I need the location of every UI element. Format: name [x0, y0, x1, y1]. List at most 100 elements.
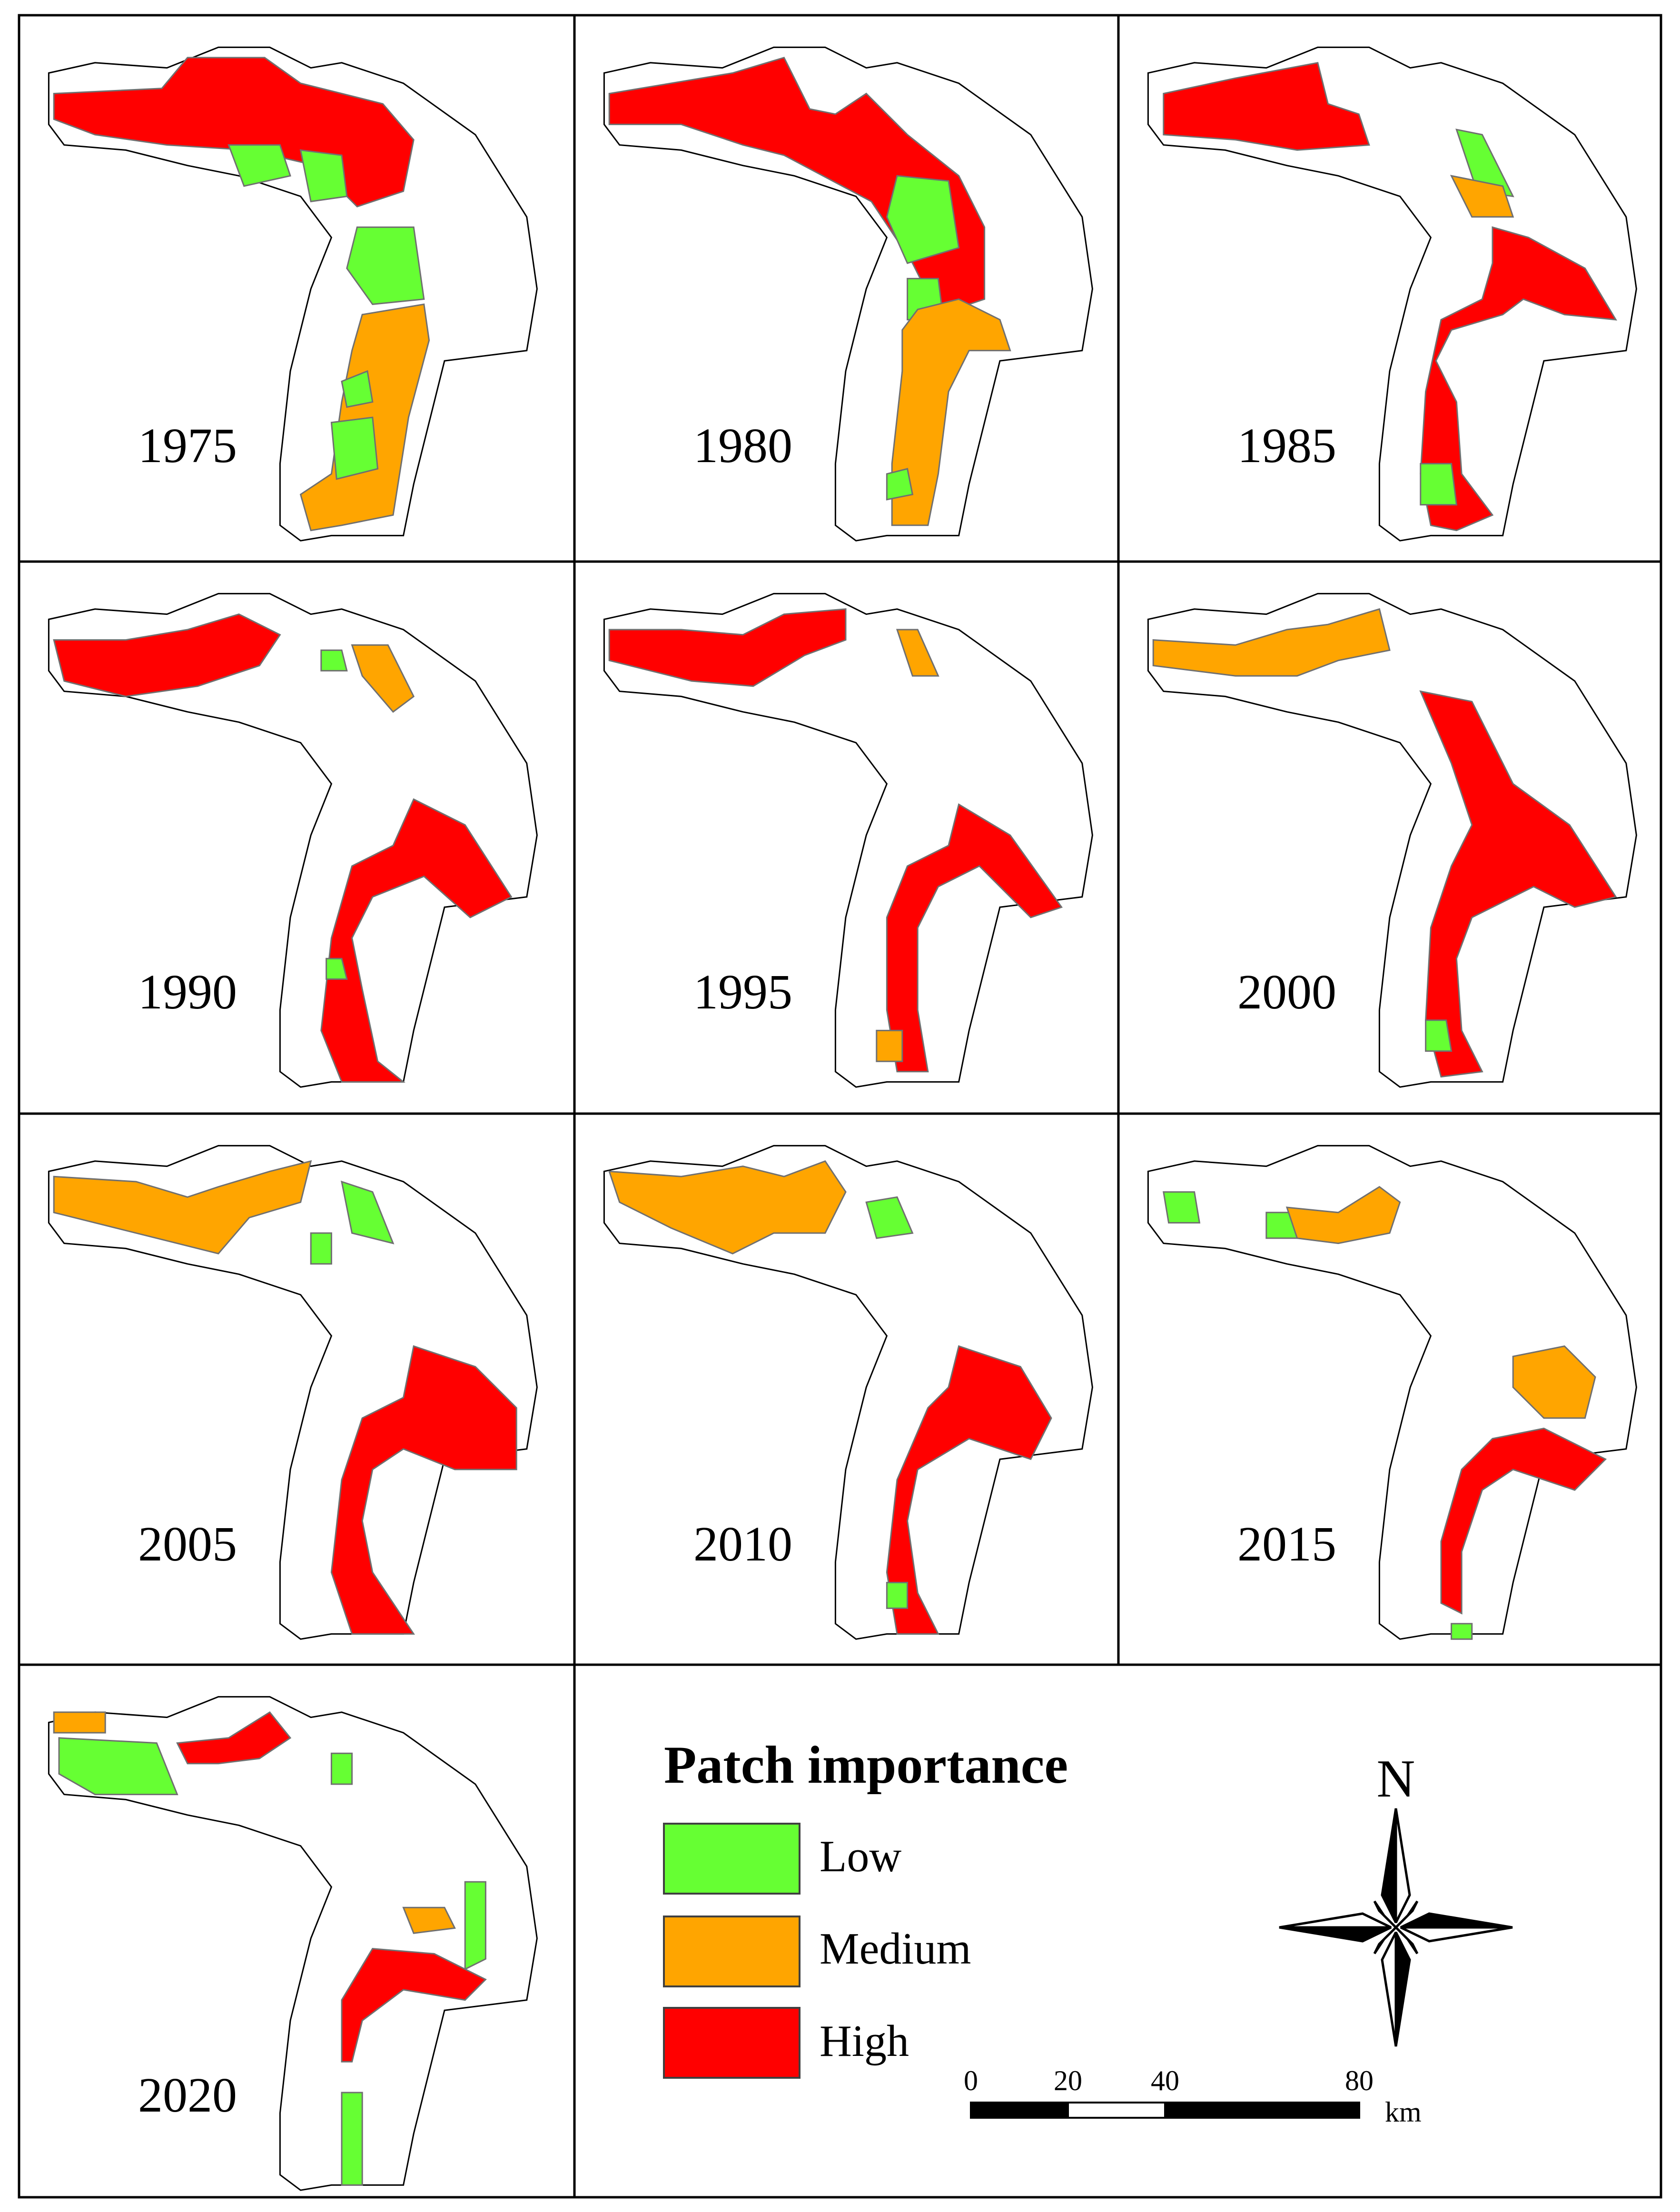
map-panel-1975: 1975	[48, 46, 538, 542]
legend-swatch-high	[663, 2007, 800, 2079]
patch-low	[1451, 1623, 1473, 1640]
patch-low	[310, 1232, 332, 1265]
panel-year-label: 1985	[1237, 418, 1336, 473]
study-area-boundary	[1147, 1145, 1637, 1640]
patch-high	[320, 798, 513, 1083]
patch-low	[326, 958, 348, 980]
patch-high	[1440, 1427, 1607, 1615]
patch-high	[886, 1345, 1052, 1635]
patch-high	[1419, 690, 1617, 1078]
patch-low	[341, 370, 374, 408]
patch-medium	[876, 1029, 903, 1062]
patch-low	[1163, 1191, 1201, 1224]
legend-swatch-low	[663, 1823, 800, 1895]
patch-high	[53, 613, 281, 697]
patch-high	[341, 1948, 487, 2063]
panel-year-label: 2000	[1237, 965, 1336, 1019]
legend-title: Patch importance	[664, 1736, 1068, 1795]
map-panel-1990: 1990	[48, 592, 538, 1088]
panel-year-label: 1995	[693, 965, 792, 1019]
panel-year-label: 2005	[138, 1517, 237, 1571]
patch-medium	[1285, 1185, 1401, 1244]
map-panel-2005: 2005	[48, 1145, 538, 1640]
study-area-boundary	[48, 1696, 538, 2191]
patch-medium	[608, 1160, 847, 1254]
patch-low	[346, 226, 425, 305]
patch-low	[341, 2092, 363, 2186]
panel-year-label: 2015	[1237, 1517, 1336, 1571]
legend-label-medium: Medium	[820, 1924, 971, 1974]
legend-label-low: Low	[820, 1832, 901, 1881]
panel-year-label: 1980	[693, 418, 792, 473]
scale-tick-0: 0	[964, 2065, 978, 2096]
map-panels: 1975 1980 1985 1990 1995 2000 2005 2010 2015 2020	[48, 46, 1637, 2191]
scale-segment-20-40	[1067, 2102, 1166, 2119]
patch-medium	[351, 644, 415, 713]
patch-low	[330, 416, 379, 480]
north-label: N	[1377, 1749, 1415, 1808]
legend-label-high: High	[820, 2016, 909, 2066]
panel-year-label: 1990	[138, 965, 237, 1019]
patch-low	[299, 149, 348, 203]
map-panel-1995: 1995	[603, 592, 1093, 1088]
map-panel-1985: 1985	[1147, 46, 1637, 542]
legend-swatch-medium	[663, 1916, 800, 1987]
patch-medium	[1512, 1345, 1596, 1419]
patch-high	[1420, 226, 1618, 532]
patch-low	[1425, 1019, 1453, 1052]
figure-frame	[18, 14, 1662, 2199]
map-panel-2015: 2015	[1147, 1145, 1637, 1640]
study-area-boundary	[48, 592, 538, 1088]
legend: Patch importance Low Medium High	[663, 1736, 1068, 2079]
patch-medium	[53, 1160, 312, 1254]
patch-low	[227, 144, 291, 187]
study-area-boundary	[1147, 592, 1637, 1088]
patch-high	[886, 803, 1063, 1073]
map-panel-2020: 2020	[48, 1696, 538, 2191]
patch-low	[464, 1881, 486, 1971]
patch-low	[58, 1737, 178, 1796]
patch-medium	[402, 1906, 456, 1934]
north-arrow: N	[1279, 1749, 1513, 2047]
study-area-boundary	[48, 46, 538, 542]
scale-tick-40: 40	[1151, 2065, 1179, 2096]
map-panel-1980: 1980	[603, 46, 1093, 542]
study-area-boundary	[1147, 46, 1637, 542]
patch-low	[320, 649, 348, 672]
patch-low	[886, 468, 914, 501]
scale-segment-0-20	[970, 2102, 1069, 2119]
map-panel-2010: 2010	[603, 1145, 1093, 1640]
patch-low	[865, 1196, 914, 1239]
patch-medium	[53, 1711, 106, 1734]
panel-year-label: 1975	[138, 418, 237, 473]
patch-low	[886, 1581, 909, 1609]
panel-grid	[18, 14, 1662, 2199]
patch-low	[1420, 463, 1458, 506]
panel-year-label: 2020	[138, 2068, 237, 2123]
scale-segment-40-80	[1164, 2102, 1360, 2119]
patch-low	[341, 1180, 395, 1244]
patch-medium	[1450, 175, 1514, 218]
patch-high	[608, 57, 986, 316]
patch-low	[330, 1752, 353, 1785]
patch-high	[1163, 62, 1370, 151]
patch-high	[330, 1345, 517, 1635]
panel-year-label: 2010	[693, 1517, 792, 1571]
study-area-boundary	[603, 46, 1093, 542]
scale-tick-80: 80	[1345, 2065, 1374, 2096]
patch-low	[886, 175, 960, 264]
study-area-boundary	[603, 1145, 1093, 1640]
map-panel-2000: 2000	[1147, 592, 1637, 1088]
study-area-boundary	[603, 592, 1093, 1088]
patch-high	[176, 1711, 292, 1765]
scale-unit: km	[1385, 2096, 1422, 2128]
scale-bar: 0 20 40 80 km	[964, 2065, 1422, 2128]
patch-medium	[891, 298, 1011, 526]
patch-low	[1455, 128, 1514, 198]
patch-medium	[1152, 608, 1391, 677]
compass-rose-icon	[1279, 1808, 1513, 2047]
patch-medium	[896, 629, 939, 677]
scale-tick-20: 20	[1054, 2065, 1082, 2096]
patch-high	[608, 608, 847, 687]
